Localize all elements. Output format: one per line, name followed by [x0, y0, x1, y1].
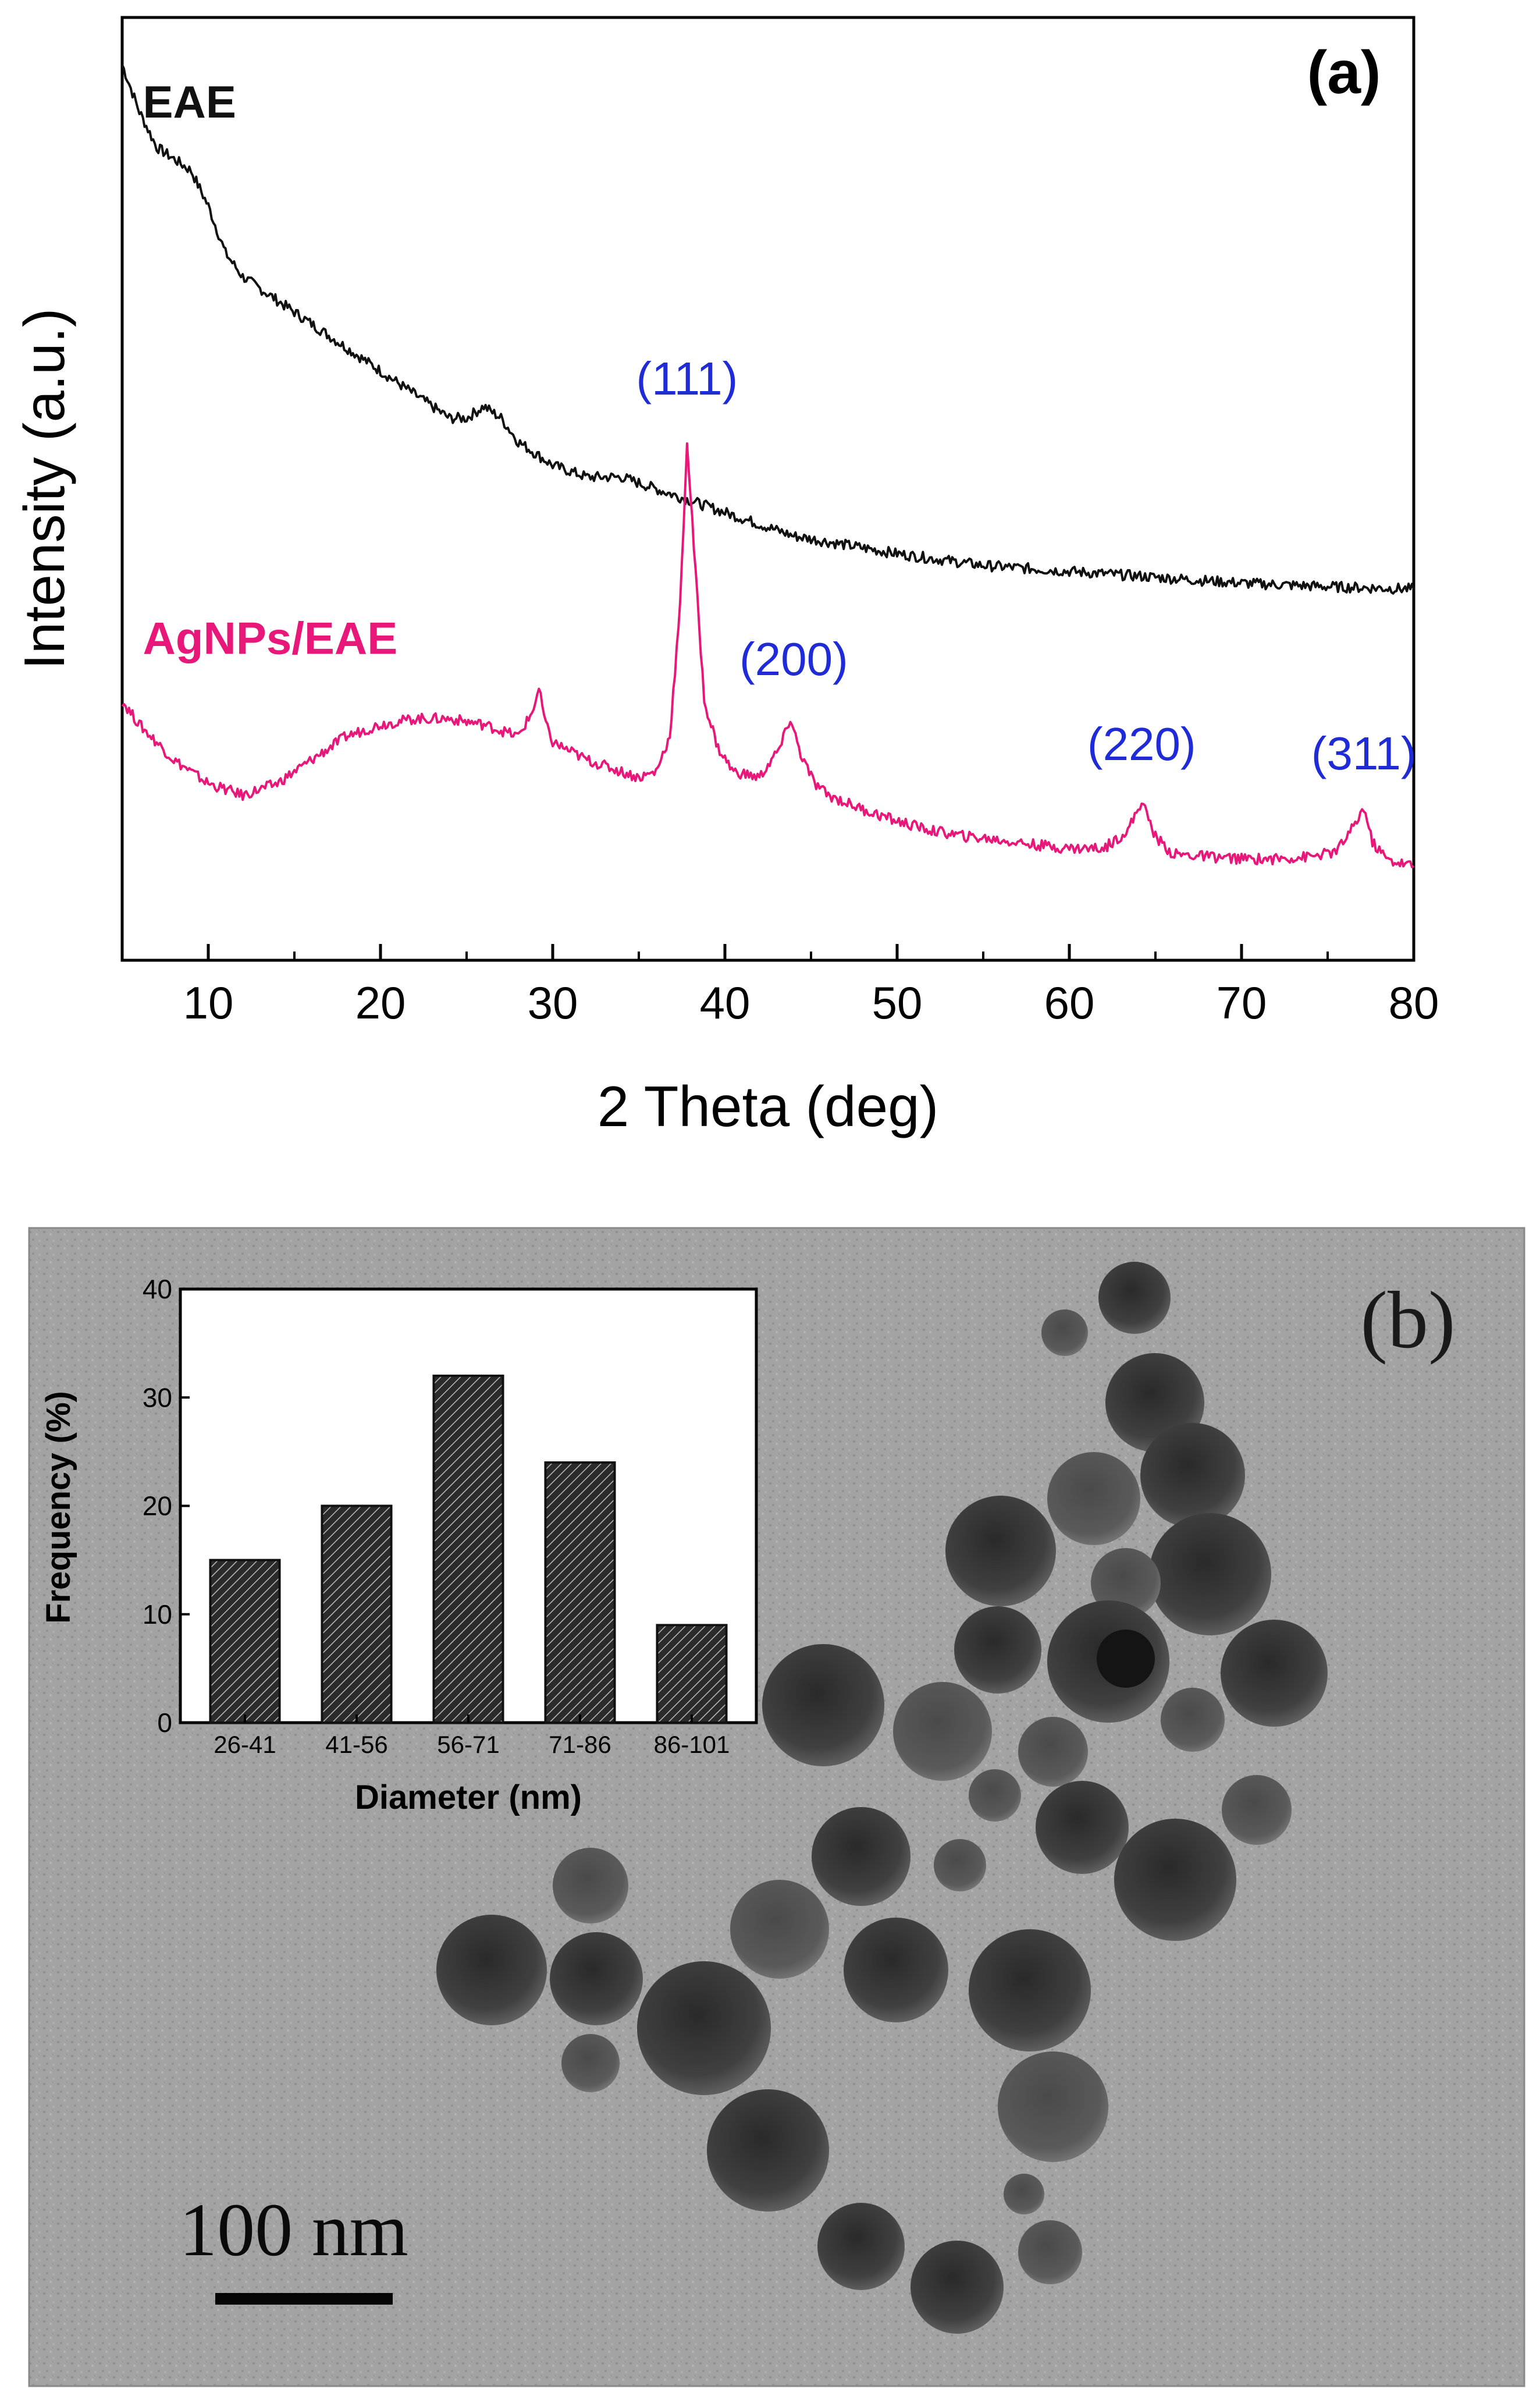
xrd-x-tick-label: 40 — [700, 977, 751, 1028]
nanoparticle — [1018, 1717, 1088, 1787]
xrd-series-label: AgNPs/EAE — [143, 613, 398, 664]
histogram-y-axis-label: Frequency (%) — [40, 1391, 77, 1624]
xrd-peak-label: (200) — [739, 633, 848, 685]
nanoparticle — [1036, 1781, 1129, 1874]
nanoparticle — [1041, 1309, 1088, 1356]
nanoparticle — [1098, 1262, 1171, 1334]
nanoparticle-cluster — [436, 1262, 1328, 2334]
nanoparticle — [817, 2203, 905, 2290]
scale-bar-label: 100 nm — [179, 2188, 408, 2272]
nanoparticle — [911, 2241, 1004, 2334]
histogram-y-tick-label: 10 — [143, 1599, 172, 1630]
xrd-x-ticks: 10 20 30 40 50 60 70 80 — [121, 944, 1439, 1028]
xrd-x-tick-label: 30 — [528, 977, 578, 1028]
xrd-peak-label: (311) — [1311, 727, 1417, 779]
xrd-x-tick-label: 70 — [1217, 977, 1267, 1028]
xrd-x-tick-label: 50 — [872, 977, 923, 1028]
nanoparticle — [707, 2089, 829, 2212]
nanoparticle — [1047, 1452, 1140, 1545]
nanoparticle — [1140, 1423, 1245, 1528]
nanoparticle — [844, 1918, 948, 2022]
xrd-x-tick-label: 60 — [1044, 977, 1095, 1028]
nanoparticle — [945, 1496, 1056, 1606]
histogram-x-tick-label: 26-41 — [214, 1731, 276, 1758]
histogram-x-tick-label: 86-101 — [654, 1731, 730, 1758]
nanoparticle — [1004, 2174, 1044, 2214]
histogram-x-axis-label: Diameter (nm) — [355, 1779, 582, 1816]
nanoparticle — [954, 1606, 1041, 1694]
histogram-y-ticks: 0 10 20 30 40 — [143, 1274, 190, 1738]
nanoparticle-dark-core — [1097, 1630, 1155, 1688]
histogram-x-tick-label: 56-71 — [437, 1731, 499, 1758]
xrd-series-label: EAE — [143, 76, 236, 127]
panel-b-label: (b) — [1360, 1275, 1455, 1365]
xrd-series — [121, 64, 1415, 868]
nanoparticle — [1149, 1513, 1271, 1635]
nanoparticle — [550, 1932, 643, 2025]
xrd-series-eae — [121, 64, 1415, 595]
nanoparticle — [1114, 1819, 1236, 1941]
xrd-y-axis-label: Intensity (a.u.) — [12, 308, 76, 670]
xrd-x-tick-label: 10 — [183, 977, 234, 1028]
xrd-x-axis-label: 2 Theta (deg) — [597, 1074, 939, 1138]
nanoparticle — [1018, 2220, 1082, 2284]
nanoparticle — [730, 1880, 829, 1979]
histogram-x-tick-label: 41-56 — [325, 1731, 387, 1758]
xrd-panel: 10 20 30 40 50 60 70 80 EAE AgNPs/EAE (111) (200) (… — [12, 16, 1439, 1138]
histogram-y-tick-label: 0 — [157, 1708, 172, 1738]
size-histogram-inset: 0 10 20 30 40 26-41 41-56 56-71 71-86 86-101 Dia… — [40, 1274, 758, 1816]
nanoparticle — [812, 1807, 911, 1906]
nanoparticle — [637, 1961, 771, 2095]
histogram-bar — [656, 1624, 728, 1724]
xrd-peak-label: (111) — [636, 353, 738, 404]
nanoparticle — [934, 1839, 986, 1891]
xrd-annotations: EAE AgNPs/EAE (111) (200) (220) (311) — [143, 76, 1417, 779]
histogram-bar — [321, 1504, 393, 1724]
histogram-y-tick-label: 20 — [143, 1491, 172, 1521]
tem-panel: (b) 100 nm 0 10 20 30 40 26-41 41-56 56-71 71-8… — [28, 1227, 1525, 2387]
histogram-bars — [209, 1375, 728, 1724]
scale-bar — [215, 2293, 393, 2305]
xrd-plot-frame — [120, 16, 1415, 962]
xrd-peak-label: (220) — [1087, 718, 1196, 770]
nanoparticle — [969, 1929, 1091, 2051]
histogram-x-ticks: 26-41 41-56 56-71 71-86 86-101 — [214, 1715, 730, 1758]
nanoparticle — [561, 2034, 620, 2092]
nanoparticle — [1221, 1620, 1328, 1727]
histogram-y-tick-label: 40 — [143, 1274, 172, 1304]
nanoparticle — [969, 1769, 1021, 1822]
xrd-x-tick-label: 80 — [1389, 977, 1439, 1028]
histogram-bar — [432, 1375, 504, 1724]
histogram-bar — [544, 1461, 616, 1724]
nanoparticle — [762, 1644, 884, 1766]
nanoparticle — [998, 2051, 1108, 2162]
nanoparticle — [1161, 1688, 1225, 1752]
xrd-x-tick-label: 20 — [355, 977, 406, 1028]
nanoparticle — [1222, 1775, 1292, 1845]
nanoparticle — [436, 1915, 547, 2025]
histogram-x-tick-label: 71-86 — [549, 1731, 611, 1758]
panel-a-label: (a) — [1307, 39, 1381, 107]
nanoparticle — [893, 1682, 992, 1781]
nanoparticle — [553, 1848, 628, 1923]
histogram-bar — [209, 1559, 281, 1724]
xrd-series-agnps-eae — [121, 442, 1415, 868]
histogram-y-tick-label: 30 — [143, 1382, 172, 1412]
